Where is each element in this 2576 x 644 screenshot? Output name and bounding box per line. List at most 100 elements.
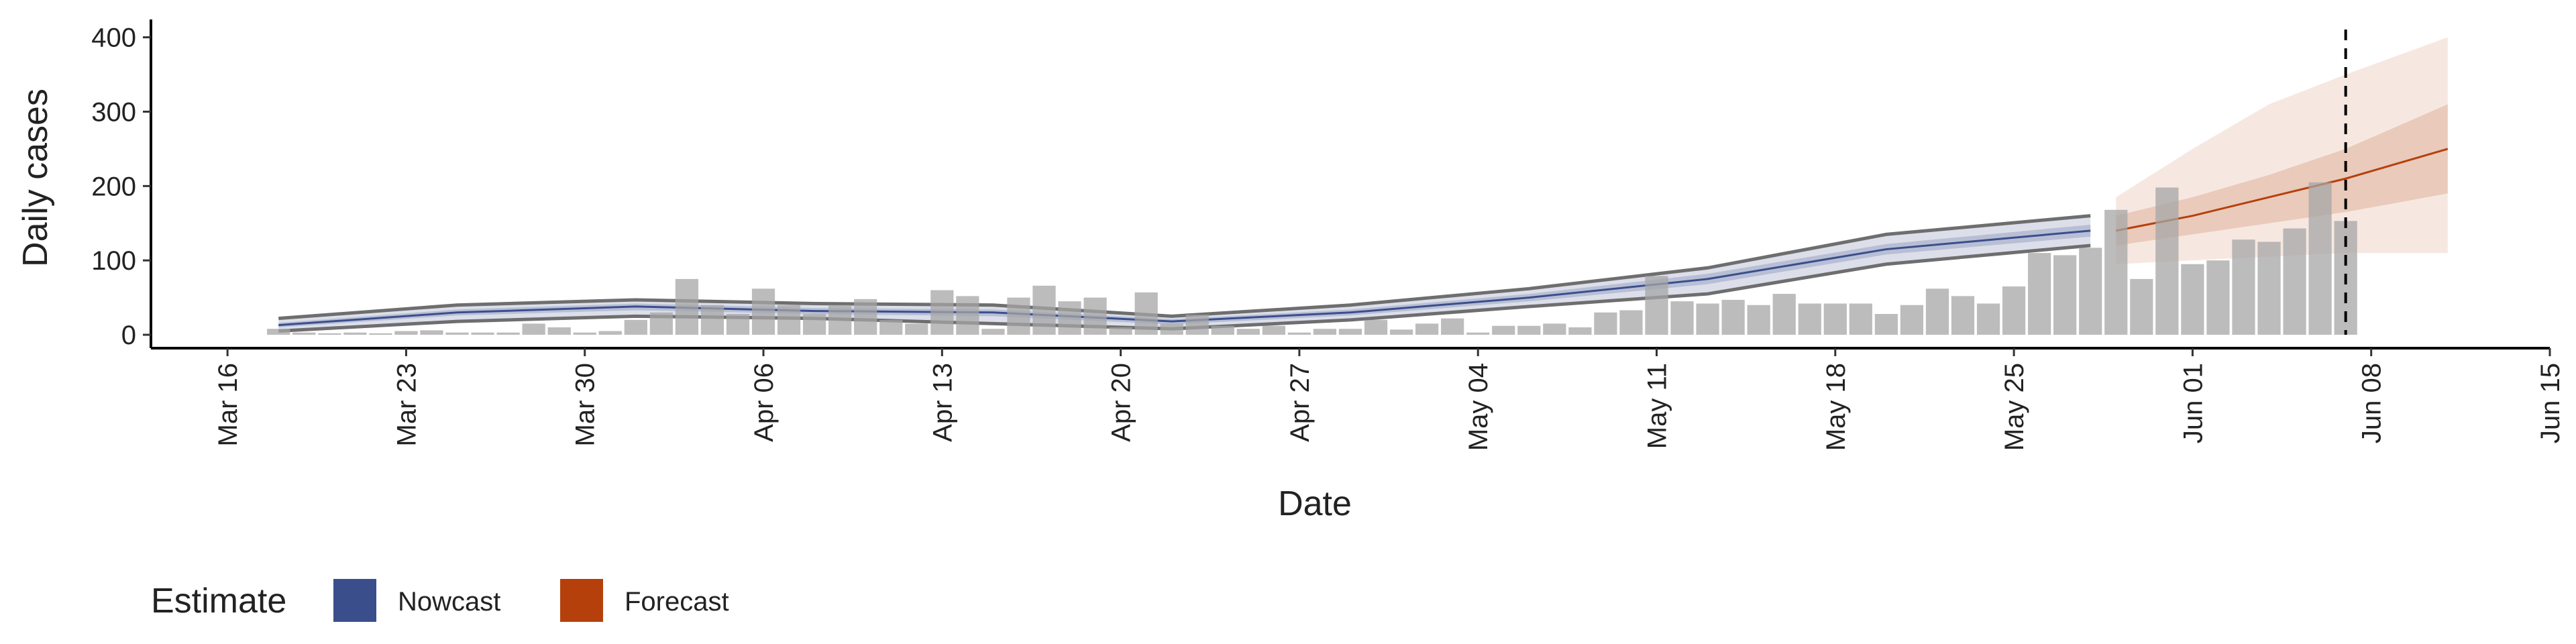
bar <box>2104 209 2128 335</box>
bar <box>1236 329 1260 335</box>
bar <box>2155 187 2179 335</box>
upper-line <box>278 214 2091 321</box>
bar <box>547 327 571 335</box>
bar <box>2079 248 2102 335</box>
legend-title: Estimate <box>151 582 286 621</box>
bar <box>2206 260 2230 335</box>
bar <box>1798 303 1821 335</box>
y-tick-label: 0 <box>121 321 136 350</box>
y-tick-label: 200 <box>91 172 136 201</box>
x-tick-label: Apr 06 <box>749 363 779 442</box>
x-tick-label: May 18 <box>1821 363 1851 451</box>
bar <box>1874 314 1898 335</box>
bar <box>1976 303 2000 335</box>
bar <box>905 323 928 335</box>
bar <box>2053 255 2077 335</box>
bar <box>879 319 903 335</box>
x-tick-label: Apr 13 <box>928 363 957 442</box>
x-tick-label: Mar 23 <box>392 363 421 447</box>
bar <box>496 332 520 335</box>
bar <box>573 332 596 335</box>
bar <box>394 331 418 335</box>
bar <box>1645 276 1668 335</box>
bar <box>1619 310 1643 335</box>
legend-label: Nowcast <box>398 587 500 616</box>
x-tick-label: May 04 <box>1464 363 1493 451</box>
x-tick-label: Apr 20 <box>1107 363 1136 442</box>
bar <box>1185 315 1209 335</box>
bar <box>1568 327 1592 335</box>
bar <box>1772 294 1796 335</box>
bar <box>1594 312 1617 335</box>
bar <box>1441 318 1464 335</box>
legend-key <box>333 579 376 622</box>
bar <box>2181 264 2204 335</box>
bar <box>700 305 724 335</box>
bar <box>1415 323 1439 335</box>
bar <box>828 305 852 335</box>
x-tick-label: Mar 30 <box>571 363 600 447</box>
bar <box>267 329 290 335</box>
bar <box>1389 329 1413 335</box>
bar <box>2232 239 2255 335</box>
bar <box>2257 241 2281 335</box>
x-tick-label: Apr 27 <box>1285 363 1315 442</box>
bar <box>1466 332 1490 335</box>
bar <box>1823 303 1847 335</box>
bar <box>343 332 367 335</box>
bar <box>1747 305 1770 335</box>
x-tick-label: Jun 15 <box>2536 363 2565 443</box>
bar <box>1160 323 1183 335</box>
bar <box>1211 325 1234 335</box>
y-axis-title: Daily cases <box>16 89 55 267</box>
bar <box>522 323 545 335</box>
bar <box>1925 288 1949 335</box>
bar <box>1543 323 1566 335</box>
bar <box>956 296 979 335</box>
bar <box>2308 182 2332 335</box>
bar <box>777 305 801 335</box>
bar <box>1262 325 1285 335</box>
bar <box>624 319 647 335</box>
y-tick-label: 300 <box>91 97 136 127</box>
x-tick-label: Mar 16 <box>213 363 243 447</box>
bar <box>1287 332 1311 335</box>
bar <box>318 333 341 335</box>
bar <box>1109 327 1132 335</box>
bar <box>2002 286 2026 335</box>
bar <box>1313 329 1337 335</box>
x-tick-label: May 11 <box>1643 363 1672 449</box>
bar <box>930 290 954 335</box>
median-line <box>278 229 2091 327</box>
legend-key <box>560 579 603 622</box>
bar <box>420 330 443 335</box>
bar <box>369 333 392 335</box>
bar <box>854 299 877 335</box>
bar <box>2283 228 2306 335</box>
band-90 <box>2116 37 2448 264</box>
y-tick-label: 100 <box>91 246 136 276</box>
bar <box>1364 319 1388 335</box>
bar <box>1492 325 1515 335</box>
bar <box>649 312 673 335</box>
bar <box>1517 325 1541 335</box>
bar <box>675 278 699 335</box>
x-tick-label: Jun 01 <box>2178 363 2208 443</box>
bar <box>1134 292 1158 335</box>
bar <box>1007 297 1030 335</box>
bar <box>2130 278 2153 335</box>
bar <box>1083 297 1107 335</box>
bar <box>292 332 316 335</box>
bar <box>1696 303 1719 335</box>
bar <box>981 329 1005 335</box>
bar <box>1670 301 1694 335</box>
bar <box>1338 329 1362 335</box>
bar <box>1951 296 1975 335</box>
bar <box>1058 301 1081 335</box>
band-50 <box>2116 104 2448 246</box>
bar <box>1721 299 1745 335</box>
bar <box>751 288 775 335</box>
bar <box>2028 253 2051 335</box>
